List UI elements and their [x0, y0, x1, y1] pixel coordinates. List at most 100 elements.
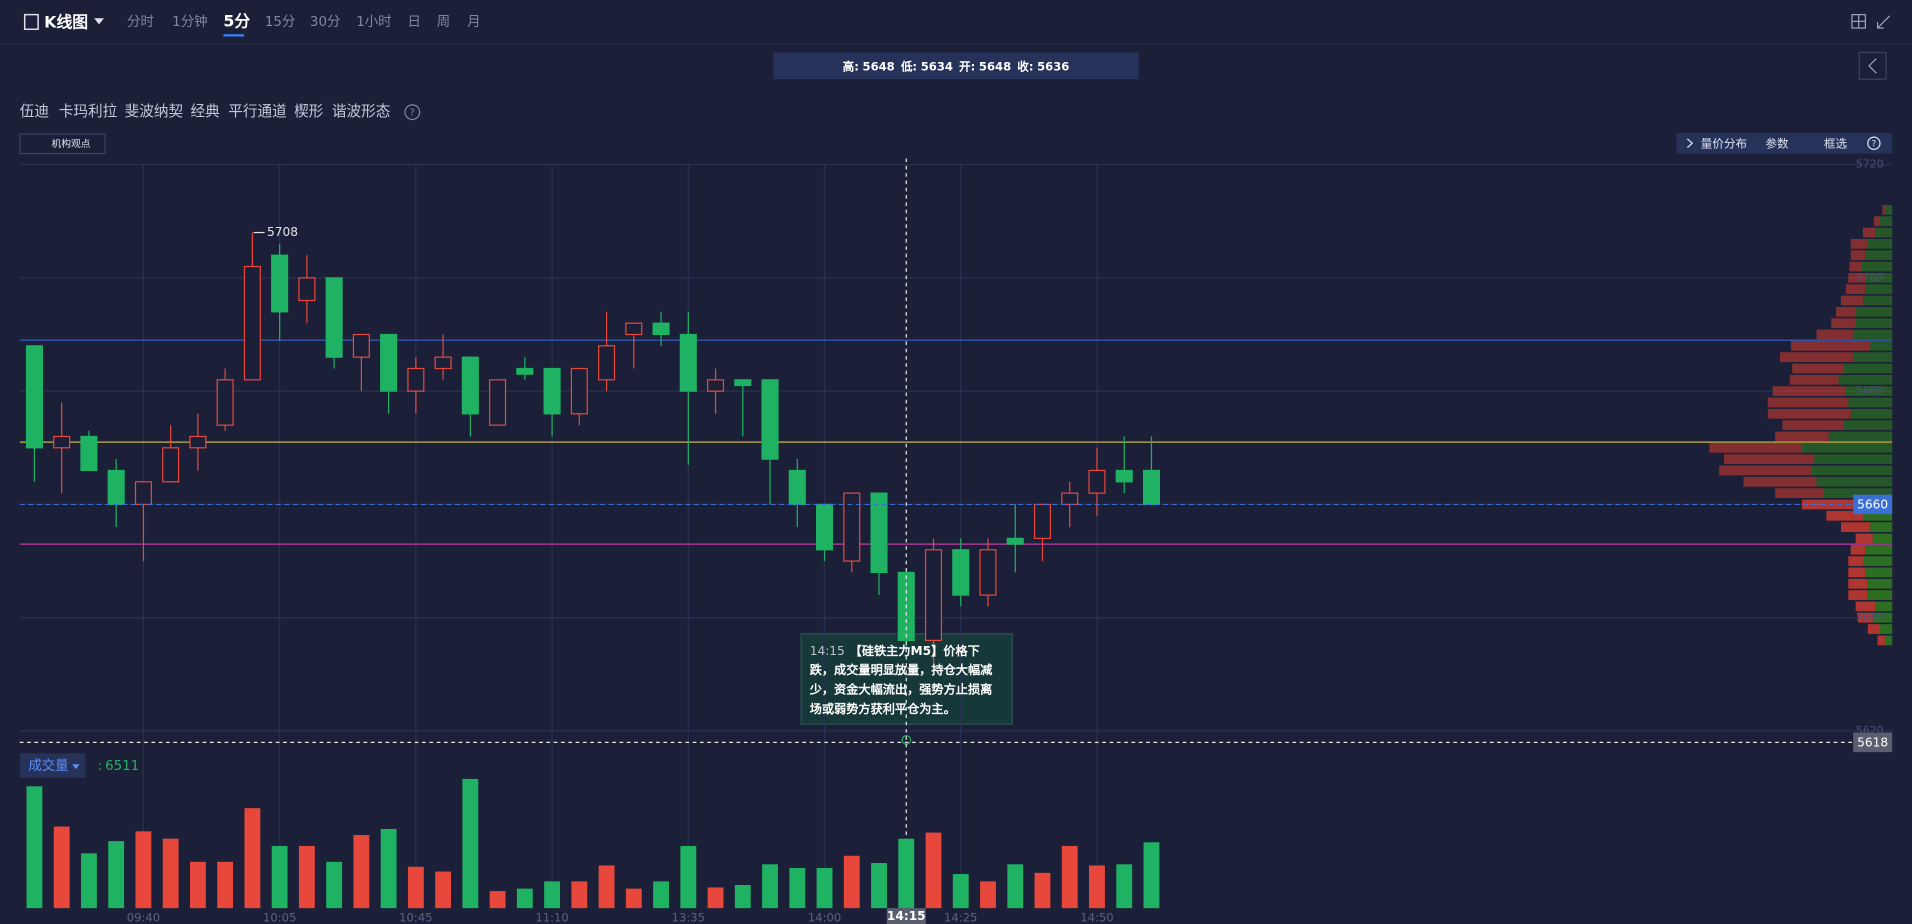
profile-down — [1865, 250, 1893, 261]
profile-down — [1848, 397, 1893, 408]
profile-up — [1775, 488, 1824, 498]
view-button[interactable]: 机构观点 — [52, 137, 91, 150]
panel-button[interactable]: 参数 — [1765, 136, 1789, 150]
volume-bar — [435, 871, 452, 909]
volume-bar — [271, 845, 288, 909]
period-tab[interactable]: 5分 — [223, 11, 250, 30]
volume-bar — [734, 884, 751, 909]
info-value: 5634 — [921, 59, 953, 73]
help-icon[interactable]: ? — [1872, 139, 1877, 149]
period-tab[interactable]: 周 — [437, 15, 450, 30]
shrink-icon[interactable] — [1876, 15, 1891, 29]
candle-body — [434, 356, 452, 370]
collapse-chevron — [1868, 58, 1877, 74]
profile-up — [1855, 601, 1876, 612]
candle-body — [788, 469, 806, 506]
period-tab[interactable]: 15分 — [265, 14, 295, 30]
x-tick-label: 13:35 — [672, 910, 705, 924]
profile-down — [1801, 442, 1893, 453]
dropdown-arrow[interactable] — [94, 18, 104, 25]
volume-bar — [462, 778, 479, 909]
last-price-label: 5660 — [1857, 498, 1888, 512]
volume-bar — [625, 888, 642, 909]
volume-bar — [598, 865, 615, 909]
candle-body — [516, 367, 534, 375]
period-tab[interactable]: 日 — [407, 15, 420, 30]
candle-body — [352, 333, 370, 358]
profile-up — [1849, 261, 1862, 272]
volume-bar — [653, 881, 669, 909]
volume-bar — [925, 832, 942, 909]
period-tab[interactable]: 1小时 — [356, 14, 391, 30]
candle-body — [1088, 469, 1106, 494]
volume-label[interactable]: 成交量 — [28, 757, 68, 774]
candle-body — [107, 469, 125, 506]
profile-down — [1872, 612, 1893, 623]
drawing-tool[interactable]: 谐波形态 — [332, 103, 390, 120]
profile-down — [1862, 295, 1893, 306]
candle-body — [570, 367, 588, 415]
high-label: 5708 — [267, 225, 298, 239]
volume-bar — [353, 835, 370, 909]
x-tick-label: 10:05 — [263, 910, 296, 924]
x-tick-label: 14:25 — [944, 910, 977, 924]
drawing-tool[interactable]: 经典 — [190, 103, 220, 120]
volume-bar — [843, 855, 860, 909]
candle-body — [625, 322, 643, 336]
view-button-frame[interactable] — [19, 133, 106, 155]
profile-up — [1836, 306, 1856, 317]
candle-body — [979, 549, 997, 596]
panel-button[interactable]: 量价分布 — [1701, 136, 1747, 150]
help-icon[interactable]: ? — [410, 108, 415, 119]
info-value: 5648 — [863, 59, 895, 73]
profile-up — [1723, 454, 1815, 465]
candle-body — [734, 379, 752, 387]
last-price-tag — [1853, 494, 1893, 515]
profile-down — [1843, 363, 1893, 374]
profile-up — [1873, 216, 1880, 227]
volume-bar — [1034, 872, 1051, 909]
drawing-tool[interactable]: 平行通道 — [228, 103, 287, 120]
candle-body — [1033, 503, 1052, 540]
volume-bar — [1116, 864, 1133, 909]
profile-down — [1875, 601, 1893, 612]
crosshair-price-label: 5618 — [1857, 735, 1888, 749]
drawing-tool[interactable]: 楔形 — [294, 103, 324, 120]
profile-up — [1709, 442, 1802, 453]
profile-down — [1880, 624, 1893, 634]
chart-icon[interactable] — [23, 13, 39, 30]
profile-down — [1870, 340, 1893, 351]
active-tab-underline — [223, 34, 245, 37]
profile-up — [1862, 227, 1876, 238]
volume-bar — [108, 841, 125, 909]
drawing-tool[interactable]: 斐波纳契 — [125, 103, 184, 120]
profile-up — [1743, 476, 1817, 487]
profile-down — [1861, 261, 1893, 272]
period-tab[interactable]: 1分钟 — [172, 13, 207, 30]
toolbar-title[interactable]: K线图 — [44, 13, 88, 32]
volume-bar — [707, 887, 724, 909]
tooltip-text: 14:15 【硅铁主力M5】价格下 — [810, 642, 980, 657]
candle-body — [652, 322, 670, 336]
drawing-tool[interactable]: 伍迪 — [20, 103, 50, 120]
period-tab[interactable]: 分时 — [127, 14, 154, 30]
x-tick-label: 09:40 — [127, 910, 160, 924]
collapse-button[interactable] — [1858, 51, 1887, 80]
candle-body — [53, 435, 71, 449]
candle-body — [815, 503, 834, 551]
profile-down — [1867, 590, 1893, 600]
period-tab[interactable]: 月 — [467, 15, 480, 30]
panel-button[interactable]: 框选 — [1824, 136, 1848, 150]
drawing-tool[interactable]: 卡玛利拉 — [59, 103, 118, 120]
profile-up — [1848, 556, 1863, 566]
profile-up — [1719, 465, 1812, 476]
volume-bar — [162, 838, 179, 909]
candle-body — [1006, 537, 1024, 545]
profile-up — [1792, 363, 1844, 374]
volume-bar — [952, 874, 969, 909]
volume-bar — [898, 838, 915, 909]
profile-up — [1848, 272, 1866, 283]
profile-up — [1780, 352, 1854, 363]
period-tab[interactable]: 30分 — [310, 14, 340, 30]
volume-separator: : — [98, 759, 103, 774]
